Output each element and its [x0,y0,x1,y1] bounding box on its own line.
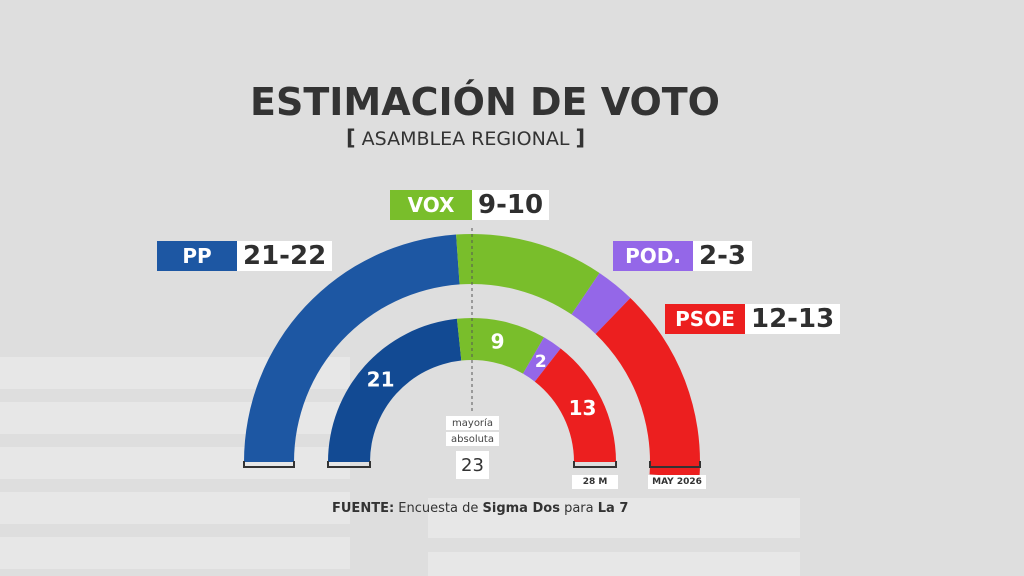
bg-stripe [0,537,350,569]
majority-label-2: absoluta [446,432,499,446]
bracket-outer-right [649,461,701,468]
bg-stripe [428,552,800,576]
source-text1: Encuesta de [398,501,479,516]
inner-seat-label-psoe: 13 [569,396,597,420]
label-pp-name: PP [157,241,237,271]
label-pp-range: 21-22 [237,241,333,271]
label-pod: POD. 2-3 [613,241,752,271]
inner-arc-pod [523,337,561,382]
label-pod-range: 2-3 [693,241,752,271]
bracket-inner-left [327,461,371,468]
bg-stripe [428,498,800,538]
outer-arc-pod [571,272,631,334]
outer-arc-psoe [595,297,700,478]
inner-seat-label-vox: 9 [491,330,505,354]
outer-arc-vox [456,233,600,315]
source-prefix: FUENTE: [332,501,395,516]
outer-ring-tag: MAY 2026 [648,475,706,489]
subtitle-text: ASAMBLEA REGIONAL [361,128,570,150]
bracket-close-icon: ] [575,126,586,150]
inner-ring-tag: 28 M [572,475,618,489]
label-vox: VOX 9-10 [390,190,550,220]
chart-subtitle: [ ASAMBLEA REGIONAL ] [346,126,585,150]
bracket-inner-right [573,461,617,468]
bracket-open-icon: [ [346,126,356,150]
bg-stripe [0,492,350,524]
majority-label-1: mayoría [446,416,499,430]
label-pod-name: POD. [613,241,693,271]
outer-arc-pp [244,234,460,462]
label-psoe-name: PSOE [665,304,745,334]
chart-title: ESTIMACIÓN DE VOTO [250,80,720,124]
label-psoe-range: 12-13 [745,304,841,334]
majority-value: 23 [456,451,489,479]
source-client: La 7 [597,501,629,516]
label-psoe: PSOE 12-13 [665,304,841,334]
inner-seat-label-pp: 21 [367,368,395,392]
inner-arc-psoe [534,348,616,462]
inner-arc-vox [456,317,544,374]
source-pollster: Sigma Dos [482,501,560,516]
source-note: FUENTE: Encuesta de Sigma Dos para La 7 [332,501,628,516]
label-vox-range: 9-10 [472,190,550,220]
label-vox-name: VOX [390,190,472,220]
bracket-outer-left [243,461,295,468]
label-pp: PP 21-22 [157,241,333,271]
source-text2: para [564,501,594,516]
inner-seat-label-pod: 2 [535,352,547,372]
inner-arc-pp [328,318,462,462]
